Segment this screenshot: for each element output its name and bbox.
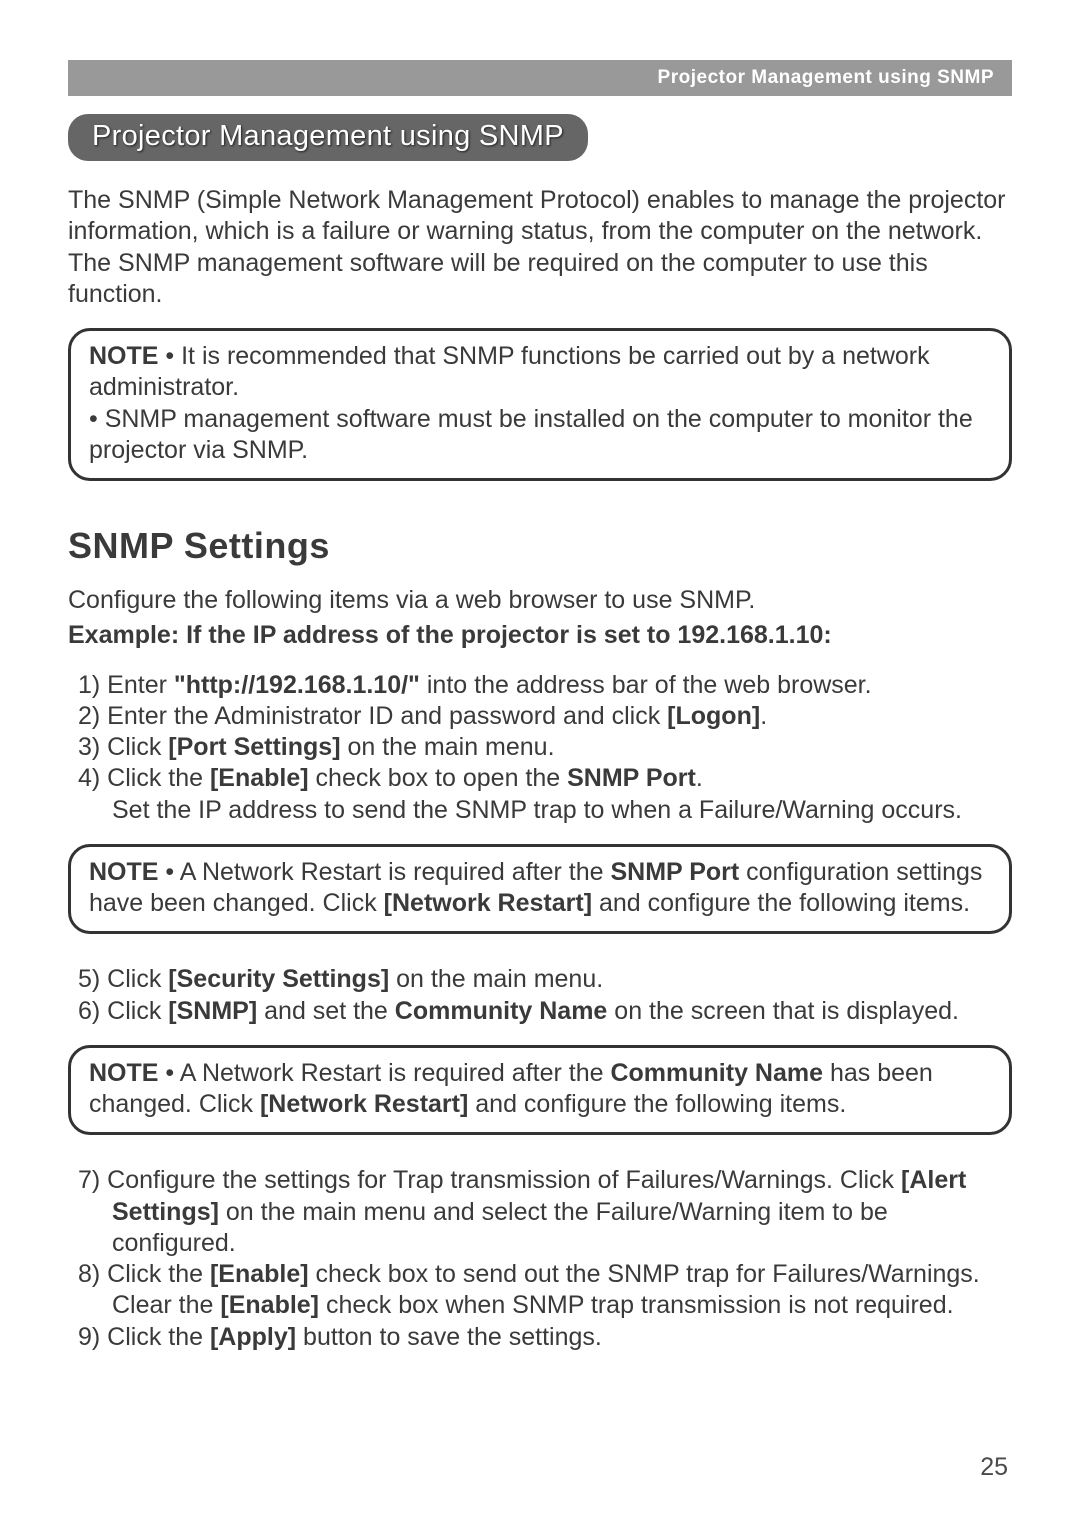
note-label: NOTE [89,342,158,370]
header-bar-text: Projector Management using SNMP [658,67,994,89]
step-2: 2) Enter the Administrator ID and passwo… [78,701,1012,732]
step-4: 4) Click the [Enable] check box to open … [78,763,1012,794]
config-line: Configure the following items via a web … [68,585,1012,616]
section-heading: SNMP Settings [68,525,1012,567]
note-box-3: NOTE • A Network Restart is required aft… [68,1045,1012,1136]
steps-block-2: 5) Click [Security Settings] on the main… [78,964,1012,1027]
step-1: 1) Enter "http://192.168.1.10/" into the… [78,670,1012,701]
step-8: 8) Click the [Enable] check box to send … [78,1259,1012,1322]
header-bar: Projector Management using SNMP [68,60,1012,96]
intro-paragraph: The SNMP (Simple Network Management Prot… [68,185,1012,310]
step-9: 9) Click the [Apply] button to save the … [78,1322,1012,1353]
title-pill-text: Projector Management using SNMP [92,120,564,152]
step-7: 7) Configure the settings for Trap trans… [78,1165,1012,1259]
steps-block-1: 1) Enter "http://192.168.1.10/" into the… [78,670,1012,826]
note-label: NOTE [89,858,158,886]
note1-line1: • It is recommended that SNMP functions … [89,342,930,401]
title-pill: Projector Management using SNMP [68,114,588,161]
note-box-1: NOTE • It is recommended that SNMP funct… [68,328,1012,481]
steps-block-3: 7) Configure the settings for Trap trans… [78,1165,1012,1353]
step-5: 5) Click [Security Settings] on the main… [78,964,1012,995]
note1-line2: • SNMP management software must be insta… [89,405,973,464]
note-box-2: NOTE • A Network Restart is required aft… [68,844,1012,935]
step-6: 6) Click [SNMP] and set the Community Na… [78,996,1012,1027]
example-line: Example: If the IP address of the projec… [68,620,1012,651]
step-3: 3) Click [Port Settings] on the main men… [78,732,1012,763]
step-4-cont: Set the IP address to send the SNMP trap… [112,795,1012,826]
note-label: NOTE [89,1059,158,1087]
page-number: 25 [980,1453,1008,1482]
